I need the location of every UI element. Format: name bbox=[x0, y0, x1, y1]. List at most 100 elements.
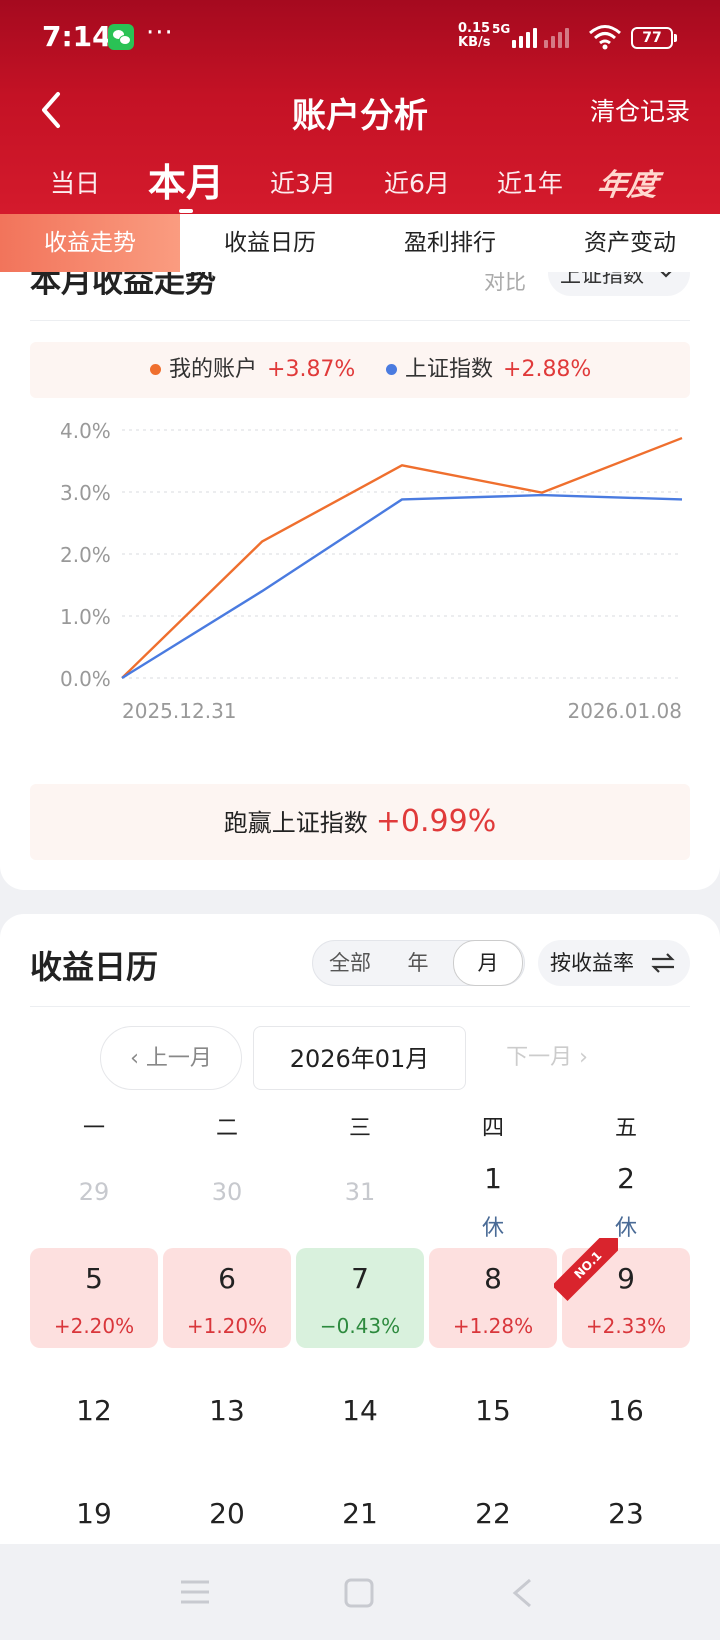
legend-item-my-account: 我的账户 +3.87% bbox=[150, 342, 355, 398]
range-month[interactable]: 月 bbox=[453, 940, 523, 986]
period-tab-today[interactable]: 当日 bbox=[50, 169, 101, 198]
day-number: 7 bbox=[351, 1262, 369, 1295]
calendar-day[interactable]: 14 bbox=[296, 1370, 424, 1470]
range-year[interactable]: 年 bbox=[407, 951, 429, 975]
weekday-header: 四 bbox=[481, 1116, 504, 1141]
calendar-day[interactable]: 9 +2.33% NO.1 bbox=[554, 1238, 690, 1348]
y-tick-label: 4.0% bbox=[60, 419, 111, 443]
calendar-range-switch: 全部 年 月 bbox=[312, 940, 525, 986]
wifi-icon bbox=[589, 25, 621, 50]
day-number: 13 bbox=[209, 1394, 245, 1427]
status-time: 7:14 bbox=[42, 20, 112, 53]
series-line-my-account bbox=[121, 436, 683, 679]
divider bbox=[30, 320, 690, 321]
chevron-down-icon bbox=[660, 272, 672, 278]
sort-toggle[interactable]: 按收益率 bbox=[538, 940, 690, 986]
nav-bar: 账户分析 清仓记录 bbox=[0, 68, 720, 148]
sort-label: 按收益率 bbox=[550, 951, 634, 975]
calendar-day[interactable]: 12 bbox=[30, 1370, 158, 1470]
tab-profit-calendar[interactable]: 收益日历 bbox=[224, 230, 316, 256]
legend-dot bbox=[150, 364, 161, 375]
day-profit-rate: +1.28% bbox=[452, 1314, 534, 1338]
current-month[interactable]: 2026年01月 bbox=[253, 1026, 466, 1090]
outperformance-label: 跑赢上证指数 bbox=[223, 809, 368, 837]
trend-card: 本月收益走势 对比 上证指数 我的账户 +3.87% 上证指数 +2.88% 0.0… bbox=[0, 272, 720, 890]
weekday-header: 三 bbox=[348, 1116, 371, 1141]
legend-value: +3.87% bbox=[267, 357, 356, 382]
back-arrow-icon[interactable] bbox=[36, 90, 66, 130]
y-tick-label: 0.0% bbox=[60, 667, 111, 691]
period-tab-1-year[interactable]: 近1年 bbox=[497, 169, 563, 198]
calendar-card: 收益日历 全部 年 月 按收益率 ‹ 上一月 2026年01月 下一月 › 一 二… bbox=[0, 914, 720, 1544]
calendar-day[interactable]: 8 +1.28% bbox=[429, 1248, 557, 1348]
calendar-day[interactable]: 7 −0.43% bbox=[296, 1248, 424, 1348]
period-tab-annual[interactable]: 年度 bbox=[595, 168, 660, 203]
day-number: 8 bbox=[484, 1262, 502, 1295]
period-tab-this-month[interactable]: 本月 bbox=[148, 152, 224, 213]
tab-profit-ranking[interactable]: 盈利排行 bbox=[404, 230, 496, 256]
network-type: 5G bbox=[492, 22, 511, 36]
menu-icon[interactable] bbox=[178, 1578, 212, 1606]
signal-strength-icon bbox=[512, 26, 537, 48]
top-ranking-badge: NO.1 bbox=[554, 1238, 618, 1302]
day-number: 1 bbox=[484, 1162, 502, 1195]
next-month-button[interactable]: 下一月 › bbox=[476, 1026, 618, 1090]
day-number: 16 bbox=[608, 1394, 644, 1427]
day-profit-rate: +2.33% bbox=[585, 1314, 667, 1338]
legend-label: 我的账户 bbox=[169, 357, 258, 382]
tab-asset-changes[interactable]: 资产变动 bbox=[584, 230, 676, 256]
range-all[interactable]: 全部 bbox=[329, 951, 371, 975]
day-number: 15 bbox=[475, 1394, 511, 1427]
back-icon[interactable] bbox=[510, 1578, 534, 1608]
day-number: 5 bbox=[85, 1262, 103, 1295]
day-number: 12 bbox=[76, 1394, 112, 1427]
day-number: 29 bbox=[78, 1178, 110, 1206]
calendar-day[interactable]: 5 +2.20% bbox=[30, 1248, 158, 1348]
day-number: 23 bbox=[608, 1497, 644, 1530]
calendar-day[interactable]: 13 bbox=[163, 1370, 291, 1470]
section-tabs: 收益走势 收益日历 盈利排行 资产变动 bbox=[0, 214, 720, 272]
legend-value: +2.88% bbox=[503, 357, 592, 382]
compare-index-select[interactable]: 上证指数 bbox=[548, 272, 690, 296]
calendar-day[interactable]: 23 bbox=[562, 1473, 690, 1573]
x-tick-label-end: 2026.01.08 bbox=[567, 699, 682, 723]
calendar-day[interactable]: 22 bbox=[429, 1473, 557, 1573]
badge-label: NO.1 bbox=[554, 1238, 618, 1302]
chart-legend: 我的账户 +3.87% 上证指数 +2.88% bbox=[30, 342, 690, 398]
y-tick-label: 2.0% bbox=[60, 543, 111, 567]
day-number: 31 bbox=[344, 1178, 376, 1206]
calendar-day[interactable]: 20 bbox=[163, 1473, 291, 1573]
calendar-day[interactable]: 21 bbox=[296, 1473, 424, 1573]
trend-title: 本月收益走势 bbox=[30, 272, 216, 300]
next-month-label: 下一月 bbox=[506, 1045, 573, 1070]
home-icon[interactable] bbox=[344, 1578, 374, 1608]
clearance-records-link[interactable]: 清仓记录 bbox=[589, 97, 690, 126]
y-tick-label: 1.0% bbox=[60, 605, 111, 629]
network-speed-value: 0.15 bbox=[458, 21, 491, 36]
swap-icon bbox=[651, 953, 675, 973]
calendar-day[interactable]: 15 bbox=[429, 1370, 557, 1470]
day-number: 9 bbox=[617, 1262, 635, 1295]
app-header: 7:14 ··· 0.15 KB/s 5G 77 账户分析 清仓记录 当日 本月 bbox=[0, 0, 720, 214]
weekday-header: 二 bbox=[215, 1116, 238, 1141]
prev-month-button[interactable]: ‹ 上一月 bbox=[100, 1026, 242, 1090]
network-speed: 0.15 KB/s bbox=[458, 22, 490, 50]
period-tab-6-months[interactable]: 近6月 bbox=[384, 169, 450, 198]
more-notifications-icon: ··· bbox=[146, 18, 174, 48]
period-tab-3-months[interactable]: 近3月 bbox=[270, 169, 336, 198]
tab-profit-trend[interactable]: 收益走势 bbox=[0, 214, 180, 272]
calendar-day: 29 bbox=[30, 1148, 158, 1248]
calendar-day: 31 bbox=[296, 1148, 424, 1248]
day-number: 21 bbox=[342, 1497, 378, 1530]
calendar-day[interactable]: 16 bbox=[562, 1370, 690, 1470]
calendar-day: 30 bbox=[163, 1148, 291, 1248]
signal-strength-2-icon bbox=[544, 26, 569, 48]
calendar-day[interactable]: 6 +1.20% bbox=[163, 1248, 291, 1348]
network-speed-unit: KB/s bbox=[458, 35, 491, 50]
x-tick-label-start: 2025.12.31 bbox=[122, 699, 237, 723]
day-number: 20 bbox=[209, 1497, 245, 1530]
calendar-day[interactable]: 19 bbox=[30, 1473, 158, 1573]
calendar-title: 收益日历 bbox=[30, 948, 159, 986]
